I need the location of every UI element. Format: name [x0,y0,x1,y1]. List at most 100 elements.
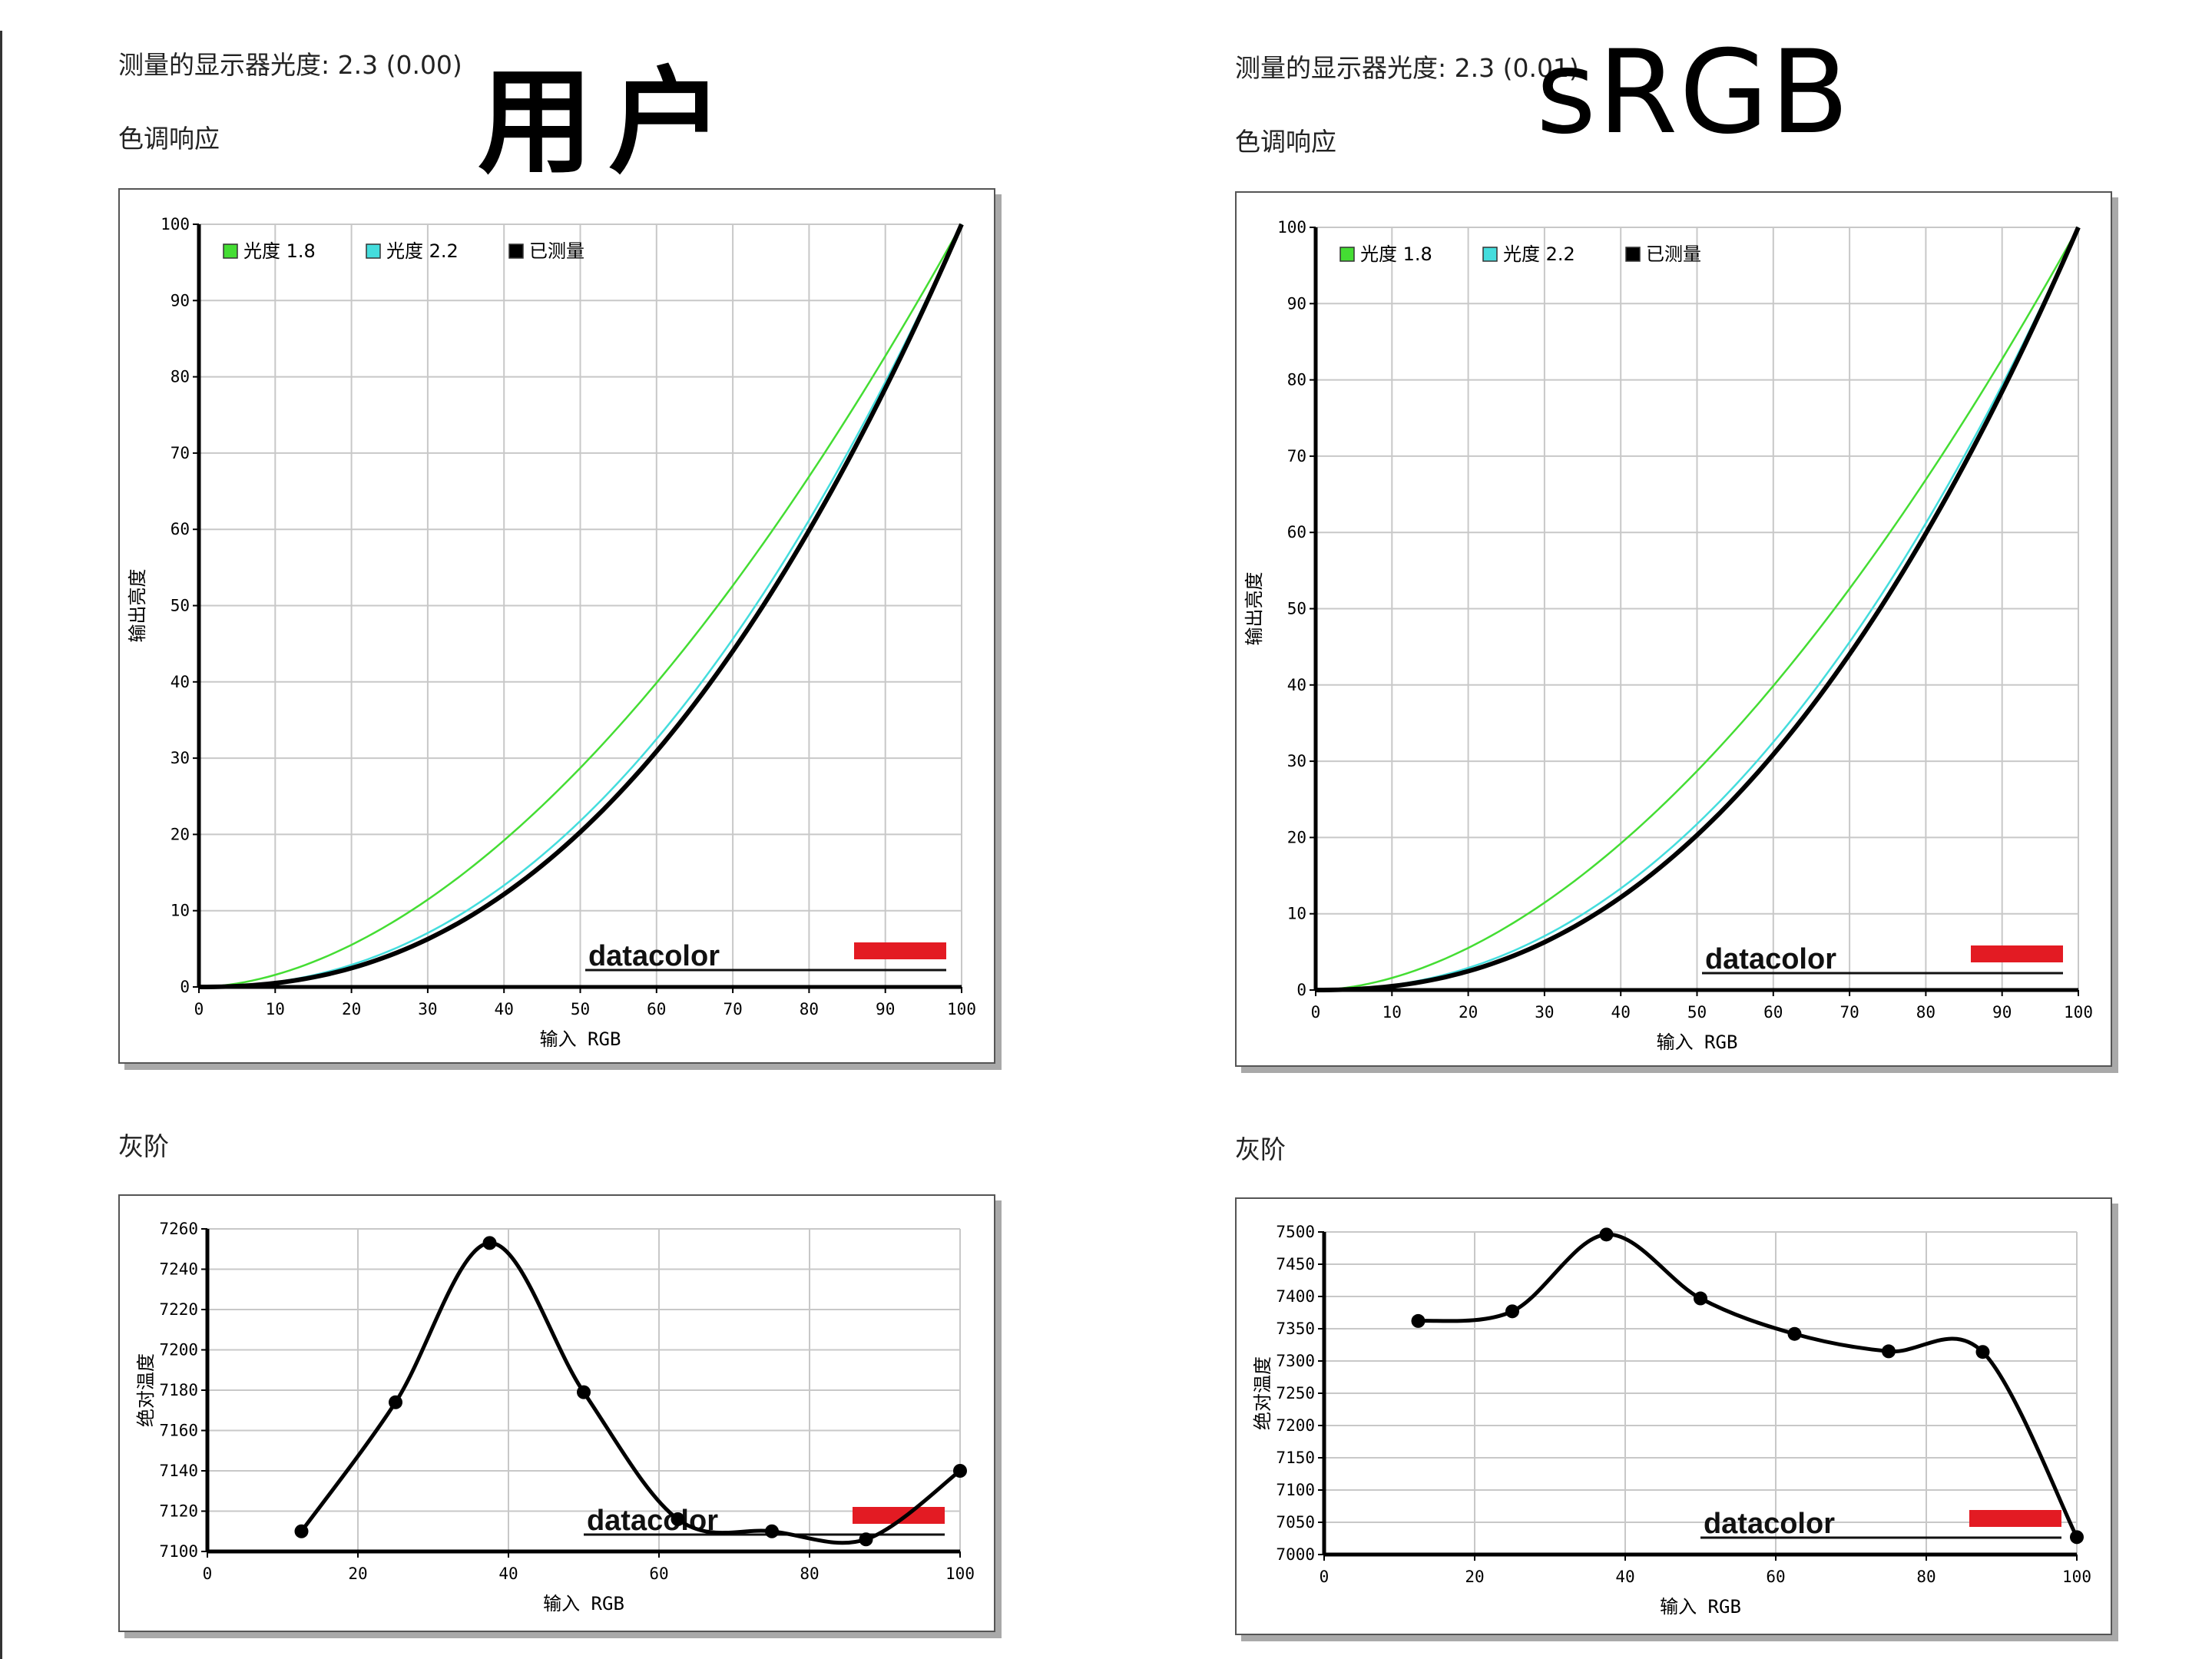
y-tick-label: 7350 [1276,1320,1315,1338]
y-tick-label: 7100 [1276,1481,1315,1499]
data-point [389,1395,402,1409]
x-axis-title: 输入 RGB [543,1593,624,1614]
legend-swatch [1625,247,1641,262]
y-tick-label: 60 [1287,523,1306,541]
y-tick-label: 40 [1287,676,1306,694]
datacolor-logo: datacolor [584,1505,945,1537]
y-tick-label: 10 [1287,905,1306,923]
legend-swatch [1482,247,1498,262]
y-tick-label: 70 [1287,447,1306,465]
grayscale-chart-panel: 0 20 40 60 80 100 7100 7120 7140 7160 7180 7200 7220… [118,1194,995,1632]
series-line [1418,1232,2079,1538]
y-axis-title: 绝对温度 [1252,1356,1273,1430]
x-axis-title: 输入 RGB [1657,1031,1738,1053]
series-line [198,223,964,989]
y-tick-label: 0 [1296,981,1306,999]
x-tick-label: 80 [800,1000,819,1018]
y-tick-label: 7150 [1276,1449,1315,1467]
y-axis-title: 输出亮度 [1243,572,1265,646]
x-tick-label: 50 [1687,1003,1707,1022]
right-column: 测量的显示器光度: 2.3 (0.01) 色调响应 0 10 20 30 40 50 60 7… [1115,0,2206,1659]
x-tick-label: 100 [2064,1003,2093,1022]
x-tick-label: 90 [876,1000,895,1018]
data-point [1975,1345,1990,1359]
grayscale-title: 灰阶 [118,1131,169,1161]
y-tick-label: 7240 [159,1260,198,1279]
overlay-title: 用户 [478,55,740,190]
x-tick-label: 90 [1992,1003,2012,1022]
x-tick-label: 10 [266,1000,285,1018]
data-point [953,1464,967,1478]
y-tick-label: 80 [171,368,190,386]
y-tick-label: 30 [171,749,190,767]
y-tick-label: 7300 [1276,1352,1315,1370]
y-tick-label: 7050 [1276,1513,1315,1532]
x-tick-label: 70 [1839,1003,1859,1022]
x-axis-title: 输入 RGB [1660,1596,1741,1618]
tone-chart: 0 10 20 30 40 50 60 70 80 90 100 0 10 20 30 40 50 60 70 80 9… [1243,218,2093,1053]
grayscale-chart-panel: 0 20 40 60 80 100 7000 7050 7100 7150 7200 7250 7300… [1235,1197,2112,1635]
datacolor-wordmark: datacolor [587,1505,718,1537]
overlay-title: sRGB [1536,26,1851,160]
datacolor-wordmark: datacolor [588,940,720,972]
left-column: 测量的显示器光度: 2.3 (0.00) 色调响应 0 10 20 30 40 50 60 7… [0,0,1091,1659]
y-tick-label: 7220 [159,1300,198,1319]
y-tick-label: 50 [171,597,190,615]
legend-label: 光度 2.2 [386,240,459,262]
datacolor-wordmark: datacolor [1705,943,1836,975]
y-tick-label: 7260 [159,1220,198,1238]
x-tick-label: 100 [947,1000,976,1018]
data-point [1599,1227,1614,1242]
legend-label: 光度 1.8 [1360,243,1432,265]
datacolor-logo: datacolor [1700,1508,2061,1540]
datacolor-red-bar [1971,945,2063,962]
y-tick-label: 30 [1287,752,1306,770]
x-tick-label: 100 [945,1565,975,1583]
tone-chart: 0 10 20 30 40 50 60 70 80 90 100 0 10 20 30 40 50 60 70 80 9… [127,215,976,1050]
data-point [1505,1304,1519,1319]
x-tick-label: 80 [800,1565,819,1583]
legend-label: 光度 2.2 [1503,243,1575,265]
series-line [1315,226,2081,992]
y-tick-label: 7000 [1276,1545,1315,1564]
x-tick-label: 100 [2062,1568,2091,1586]
y-tick-label: 80 [1287,371,1306,389]
datacolor-logo: datacolor [1702,943,2063,975]
tone-chart-panel: 0 10 20 30 40 50 60 70 80 90 100 0 10 20 30 40 50 60 70 80 9… [118,188,995,1064]
legend-label: 已测量 [1646,243,1701,265]
x-tick-label: 0 [1311,1003,1321,1022]
datacolor-logo: datacolor [585,940,946,972]
y-tick-label: 20 [171,825,190,843]
y-axis-title: 输出亮度 [127,569,148,643]
y-tick-label: 90 [1287,294,1306,313]
y-tick-label: 7500 [1276,1223,1315,1241]
data-point [2070,1530,2084,1545]
legend-label: 已测量 [529,240,584,262]
y-tick-label: 7200 [1276,1416,1315,1435]
y-tick-label: 20 [1287,828,1306,846]
x-tick-label: 20 [348,1565,367,1583]
y-tick-label: 0 [180,978,190,996]
data-point [577,1385,591,1399]
y-tick-label: 7160 [159,1422,198,1440]
x-tick-label: 40 [498,1565,518,1583]
y-tick-label: 70 [171,444,190,462]
x-tick-label: 40 [1611,1003,1631,1022]
y-tick-label: 7100 [159,1542,198,1561]
datacolor-red-bar [1969,1510,2061,1527]
y-tick-label: 7180 [159,1381,198,1399]
x-tick-label: 60 [649,1565,668,1583]
x-tick-label: 0 [1320,1568,1330,1586]
x-tick-label: 10 [1382,1003,1402,1022]
data-point [671,1512,685,1526]
x-tick-label: 30 [418,1000,437,1018]
series-line [198,224,963,988]
datacolor-wordmark: datacolor [1704,1508,1835,1540]
tone-response-title: 色调响应 [118,124,220,154]
y-tick-label: 60 [171,520,190,538]
series-line [198,224,963,988]
gamma-label: 测量的显示器光度: 2.3 (0.00) [118,50,462,80]
grayscale-chart: 0 20 40 60 80 100 7000 7050 7100 7150 7200 7250 7300… [1252,1223,2091,1618]
x-tick-label: 60 [1766,1568,1785,1586]
data-point [482,1236,497,1250]
